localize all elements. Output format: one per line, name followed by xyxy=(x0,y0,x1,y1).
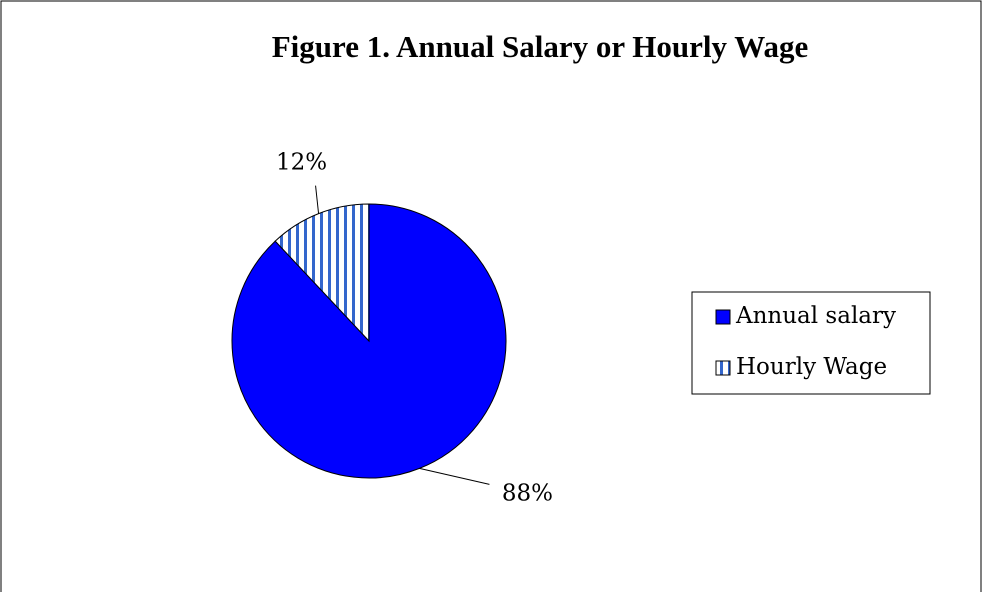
chart-title: Figure 1. Annual Salary or Hourly Wage xyxy=(272,29,809,64)
data-label: 88% xyxy=(502,480,553,506)
data-label: 12% xyxy=(276,150,327,176)
legend-label: Hourly Wage xyxy=(736,354,887,380)
leader-line xyxy=(419,467,490,485)
legend-swatch xyxy=(715,360,731,376)
pie-slice xyxy=(274,203,370,343)
legend-box xyxy=(691,291,931,395)
leader-line xyxy=(315,185,320,214)
legend-swatch xyxy=(715,309,731,325)
legend-label: Annual salary xyxy=(735,303,896,329)
